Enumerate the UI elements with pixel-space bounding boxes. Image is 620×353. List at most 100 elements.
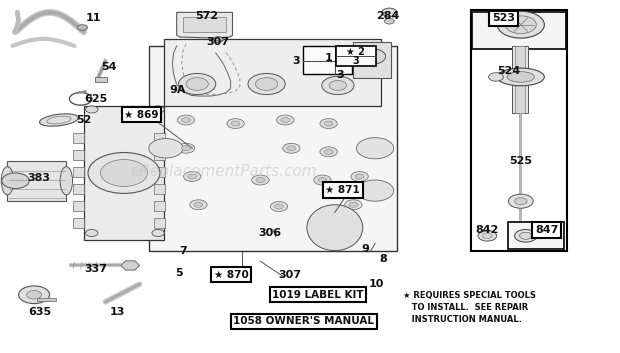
Circle shape (182, 118, 190, 122)
Circle shape (2, 173, 29, 189)
Ellipse shape (60, 167, 73, 195)
Text: 8: 8 (379, 255, 387, 264)
Bar (73, 218, 84, 228)
Circle shape (177, 143, 195, 153)
Text: 307: 307 (278, 270, 302, 280)
Bar (73, 184, 84, 194)
Bar (154, 201, 165, 211)
Circle shape (505, 16, 536, 34)
Circle shape (384, 18, 394, 24)
Circle shape (149, 138, 183, 158)
Circle shape (88, 152, 160, 193)
Circle shape (255, 78, 278, 90)
Text: 3: 3 (293, 56, 300, 66)
Text: 307: 307 (206, 37, 230, 47)
Circle shape (78, 25, 87, 30)
Circle shape (508, 194, 533, 208)
Text: 306: 306 (258, 228, 281, 238)
Text: 13: 13 (110, 307, 125, 317)
Circle shape (231, 121, 240, 126)
Bar (73, 201, 84, 211)
Circle shape (314, 175, 331, 185)
Circle shape (277, 115, 294, 125)
Circle shape (152, 106, 164, 113)
Bar (154, 133, 165, 143)
Circle shape (227, 119, 244, 128)
Circle shape (356, 180, 394, 201)
Text: 7: 7 (180, 246, 187, 256)
Ellipse shape (1, 167, 14, 195)
Bar (336, 46, 376, 66)
Text: 847: 847 (535, 225, 559, 235)
Ellipse shape (307, 205, 363, 251)
Circle shape (194, 202, 203, 207)
Bar (303, 46, 352, 74)
Text: 1058 OWNER'S MANUAL: 1058 OWNER'S MANUAL (233, 316, 374, 326)
Text: 842: 842 (475, 225, 498, 235)
Circle shape (177, 115, 195, 125)
Circle shape (358, 49, 386, 64)
Text: 383: 383 (27, 173, 50, 183)
Text: 284: 284 (376, 11, 400, 21)
Text: 9: 9 (362, 244, 370, 254)
Bar (472, 12, 566, 49)
Text: ★ 871: ★ 871 (326, 185, 360, 195)
Text: ★ 870: ★ 870 (214, 270, 249, 280)
Circle shape (86, 106, 98, 113)
Text: 523: 523 (492, 13, 515, 23)
Circle shape (213, 37, 223, 42)
Circle shape (520, 232, 532, 239)
Circle shape (351, 172, 368, 181)
Circle shape (270, 202, 288, 211)
Circle shape (478, 231, 497, 241)
Circle shape (329, 80, 347, 90)
Circle shape (345, 200, 362, 210)
Bar (515, 46, 525, 113)
Circle shape (349, 202, 358, 207)
Circle shape (320, 147, 337, 157)
Circle shape (515, 198, 527, 205)
Bar (7, 161, 66, 201)
Circle shape (19, 286, 50, 304)
Ellipse shape (507, 72, 534, 82)
Text: 5: 5 (175, 268, 182, 277)
Circle shape (100, 160, 148, 186)
Circle shape (322, 76, 354, 95)
Circle shape (281, 118, 290, 122)
Circle shape (482, 233, 492, 239)
Bar (164, 39, 381, 106)
Text: 635: 635 (29, 307, 52, 317)
Circle shape (27, 291, 42, 299)
Bar (508, 222, 564, 249)
Text: 3: 3 (336, 70, 343, 80)
Polygon shape (121, 261, 140, 270)
Circle shape (515, 229, 537, 242)
Text: 337: 337 (84, 264, 108, 274)
Circle shape (324, 121, 333, 126)
Bar (154, 218, 165, 228)
Text: 52: 52 (76, 115, 91, 125)
Ellipse shape (40, 114, 78, 126)
Text: 525: 525 (509, 156, 533, 166)
Circle shape (152, 229, 164, 237)
Text: 10: 10 (369, 279, 384, 289)
Text: ★ REQUIRES SPECIAL TOOLS
   TO INSTALL.  SEE REPAIR
   INSTRUCTION MANUAL.: ★ REQUIRES SPECIAL TOOLS TO INSTALL. SEE… (403, 291, 536, 324)
Circle shape (283, 143, 300, 153)
Text: 9A: 9A (170, 85, 186, 95)
Text: 572: 572 (195, 11, 218, 21)
Circle shape (320, 119, 337, 128)
Bar (512, 46, 528, 113)
Circle shape (182, 146, 190, 151)
Ellipse shape (497, 68, 544, 86)
Bar (73, 133, 84, 143)
Bar (37, 298, 56, 301)
Bar (471, 10, 567, 251)
Circle shape (179, 73, 216, 95)
Bar (84, 106, 164, 240)
Bar (149, 46, 397, 251)
Bar (154, 150, 165, 160)
Circle shape (287, 146, 296, 151)
Text: 1019 LABEL KIT: 1019 LABEL KIT (272, 290, 364, 300)
Circle shape (190, 200, 207, 210)
Circle shape (497, 11, 544, 38)
